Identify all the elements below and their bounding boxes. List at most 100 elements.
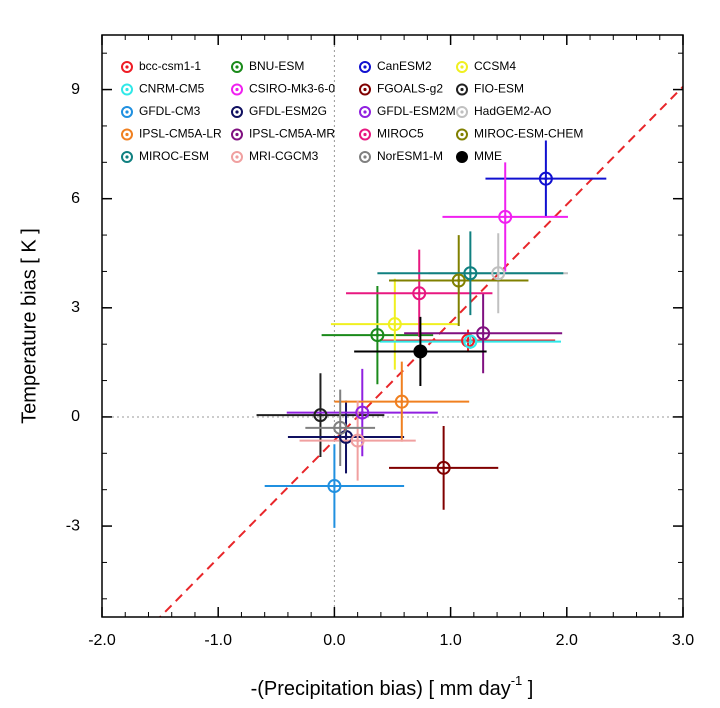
point [538,171,553,186]
point-dot [400,400,404,404]
legend-marker-dot [125,155,129,159]
legend-marker-dot [235,65,239,69]
legend-label: CanESM2 [377,59,432,73]
point [463,266,478,281]
legend-marker [231,151,243,163]
legend-marker [456,106,468,118]
y-tick-label: 3 [71,299,80,316]
legend-marker-dot [460,87,464,92]
x-label-sup: -1 [511,673,523,688]
point-dot [544,177,548,181]
point [412,286,427,301]
legend-marker-dot [235,87,239,92]
legend-label: GFDL-ESM2G [249,104,327,118]
legend-marker [359,83,371,96]
point [436,460,451,475]
legend-marker-dot [363,155,367,159]
point [370,328,385,343]
legend-marker-dot [125,65,129,69]
legend-marker [121,106,133,118]
legend-marker [231,83,243,96]
legend-marker [121,61,133,73]
legend-label: CSIRO-Mk3-6-0 [249,82,335,96]
legend-marker [456,151,468,163]
legend-label: CCSM4 [474,59,516,73]
point-dot [332,484,336,488]
x-tick-label: -2.0 [88,632,116,649]
y-tick-label: 6 [71,190,80,207]
legend-marker [121,151,133,163]
point [387,317,402,332]
point-dot [344,435,348,439]
legend-marker [359,128,371,141]
legend-marker-dot [235,132,239,137]
legend-marker [456,61,468,73]
legend-marker-dot [125,132,129,137]
point [327,479,342,494]
point-dot [318,413,323,417]
point [463,334,478,349]
legend-marker [231,61,243,73]
point-dot [338,426,342,430]
legend-marker-dot [235,110,239,114]
legend-marker-dot [363,110,367,114]
legend-marker [456,128,468,141]
legend-label: GFDL-CM3 [139,104,201,118]
legend-label: FIO-ESM [474,82,524,96]
point [413,344,428,359]
point-dot [442,466,446,470]
legend-marker-dot [125,87,129,92]
point [491,266,506,281]
legend-label: MIROC5 [377,127,424,141]
y-tick-label: 0 [71,408,80,425]
legend-marker [121,83,133,96]
legend-marker [231,106,243,118]
legend-label: bcc-csm1-1 [139,59,201,73]
point-dot [457,278,461,283]
point [498,209,513,224]
legend-marker [121,128,133,141]
legend-label: HadGEM2-AO [474,104,551,118]
y-tick-label: 9 [71,81,80,98]
x-tick-label: 3.0 [672,632,694,649]
legend-marker [456,83,468,96]
legend-label: GFDL-ESM2M [377,104,456,118]
point [333,420,348,435]
legend-label: MME [474,149,502,163]
point-dot [375,333,379,337]
legend-label: MIROC-ESM [139,149,209,163]
point-dot [393,322,397,326]
legend-marker-dot [125,110,129,114]
legend-marker [359,61,371,73]
x-label-main: -(Precipitation bias) [ mm day [251,678,511,700]
point-dot [356,438,360,443]
legend-marker-dot [235,155,239,159]
point [451,273,466,288]
legend-marker [231,128,243,141]
legend-label: NorESM1-M [377,149,443,163]
point [355,405,370,420]
point [350,433,365,448]
legend-label: FGOALS-g2 [377,82,443,96]
point-dot [481,331,485,335]
legend-label: BNU-ESM [249,59,304,73]
x-tick-label: -1.0 [204,632,232,649]
legend-marker-dot [460,132,464,137]
point-dot [417,291,421,295]
legend-label: MIROC-ESM-CHEM [474,127,583,141]
x-axis-label: -(Precipitation bias) [ mm day-1 ] [251,673,534,700]
point [313,408,328,423]
legend-label: CNRM-CM5 [139,82,205,96]
point-dot [468,340,472,344]
legend-label: MRI-CGCM3 [249,149,319,163]
point-dot [360,410,364,415]
legend-marker-dot [363,65,367,69]
legend-marker [359,106,371,118]
y-axis-label: Temperature bias [ K ] [18,228,40,424]
legend-label: IPSL-CM5A-LR [139,127,222,141]
legend-marker [359,151,371,163]
legend-marker-dot [363,132,367,137]
x-tick-label: 1.0 [439,632,461,649]
legend-marker-dot [363,87,367,92]
legend-marker-dot [460,65,464,69]
